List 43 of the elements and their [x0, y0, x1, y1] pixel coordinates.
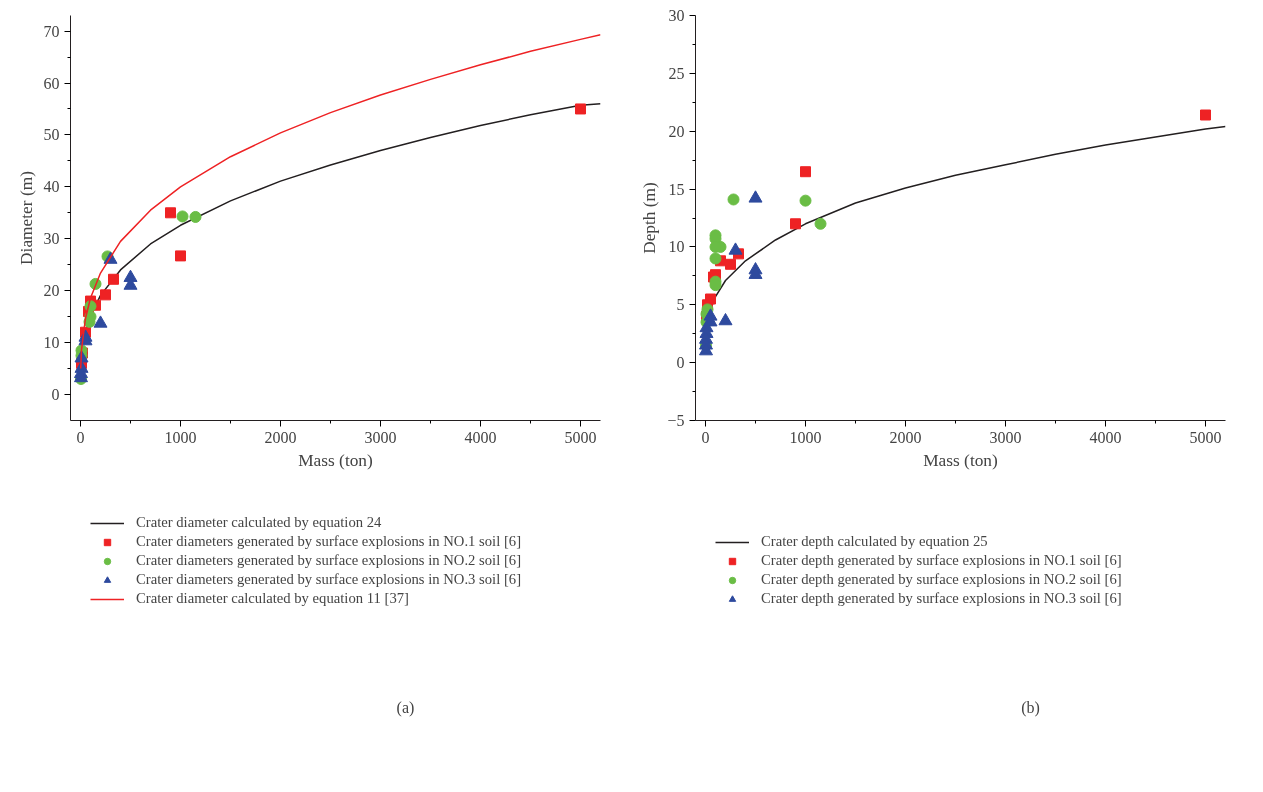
y-tick-label: 10: [668, 238, 685, 256]
y-axis-title: Diameter (m): [16, 170, 36, 265]
y-tick-label: 50: [43, 126, 60, 144]
legend-label: Crater diameters generated by surface explosions in NO.2 soil [6]: [136, 552, 522, 569]
x-tick-label: 0: [76, 428, 85, 446]
y-tick-label: 60: [43, 74, 60, 92]
text: (a): [396, 698, 415, 717]
y-axis-title: Depth (m): [640, 181, 660, 254]
legend-label: Crater diameter calculated by equation 11 [37]: [136, 590, 409, 607]
y-tick-label: 25: [668, 64, 685, 82]
legend-label: Crater diameters generated by surface explosions in NO.1 soil [6]: [136, 533, 522, 550]
x-tick-label: 5000: [564, 428, 597, 446]
x-axis-title: Mass (ton): [923, 450, 999, 470]
legend-label: Crater diameters generated by surface explosions in NO.3 soil [6]: [136, 571, 522, 588]
y-tick-label: 40: [43, 178, 60, 196]
x-tick-label: 4000: [464, 428, 497, 446]
y-tick-label: 0: [676, 354, 685, 372]
y-tick-label: 0: [51, 386, 60, 404]
y-tick-label: 30: [43, 230, 60, 248]
x-tick-label: 3000: [364, 428, 397, 446]
legend-label: Crater diameter calculated by equation 24: [136, 514, 382, 531]
legend-label: Crater depth generated by surface explosions in NO.2 soil [6]: [761, 571, 1122, 588]
y-tick-label: 15: [668, 180, 685, 198]
x-tick-label: 2000: [889, 428, 922, 446]
y-tick-label: 20: [668, 122, 685, 140]
x-tick-label: 5000: [1189, 428, 1222, 446]
text: (b): [1021, 698, 1040, 717]
y-tick-label: 10: [43, 334, 60, 352]
x-tick-label: 2000: [264, 428, 297, 446]
legend-label: Crater depth generated by surface explosions in NO.3 soil [6]: [761, 590, 1122, 607]
x-axis-title: Mass (ton): [298, 450, 374, 470]
x-tick-label: 1000: [789, 428, 822, 446]
y-tick-label: 5: [676, 296, 685, 314]
x-tick-label: 4000: [1089, 428, 1122, 446]
legend-label: Crater depth generated by surface explosions in NO.1 soil [6]: [761, 552, 1122, 569]
x-tick-label: 1000: [164, 428, 197, 446]
y-tick-label: −5: [667, 412, 685, 429]
y-tick-label: 20: [43, 282, 60, 300]
x-tick-label: 3000: [989, 428, 1022, 446]
x-tick-label: 0: [701, 428, 710, 446]
legend-label: Crater depth calculated by equation 25: [761, 533, 988, 550]
y-tick-label: 70: [43, 22, 60, 40]
y-tick-label: 30: [668, 7, 685, 24]
